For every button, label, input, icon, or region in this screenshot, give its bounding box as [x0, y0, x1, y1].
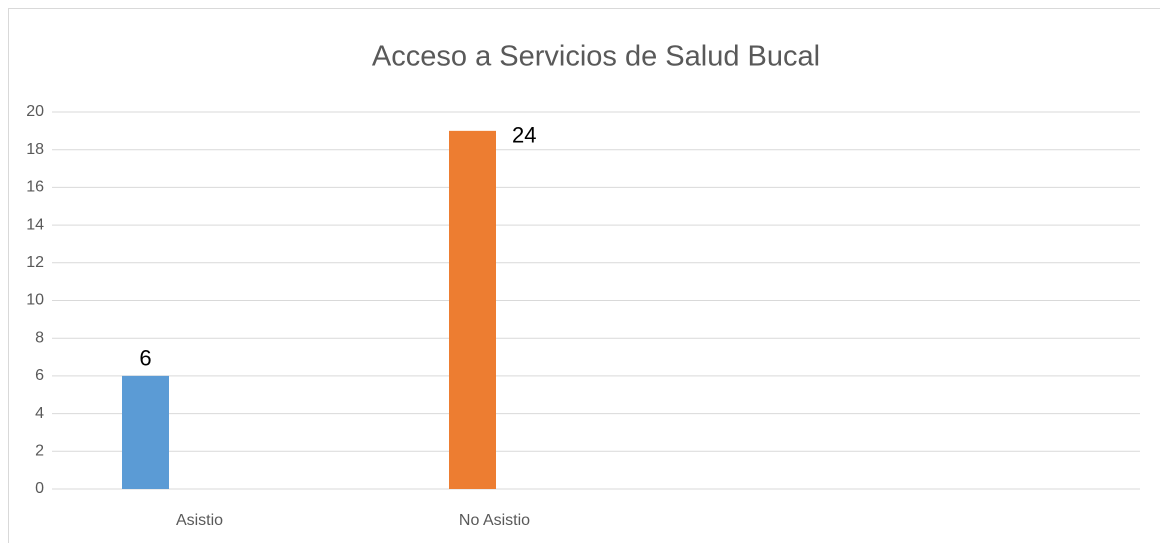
y-tick-label: 10: [26, 292, 44, 309]
y-tick-label: 12: [26, 254, 44, 271]
x-tick-label: Asistio: [176, 512, 223, 529]
y-tick-label: 18: [26, 141, 44, 158]
y-tick-label: 2: [35, 443, 44, 460]
y-tick-label: 14: [26, 216, 44, 233]
bar: [449, 130, 496, 489]
y-tick-label: 8: [35, 329, 44, 346]
x-tick-label: No Asistio: [459, 512, 530, 529]
y-tick-label: 0: [35, 480, 44, 497]
annotation: 24: [512, 123, 536, 148]
bar: [122, 375, 169, 489]
chart-title: Acceso a Servicios de Salud Bucal: [372, 41, 820, 73]
y-tick-label: 4: [35, 405, 44, 422]
y-tick-label: 20: [26, 103, 44, 120]
data-label: 6: [139, 346, 151, 371]
y-tick-label: 6: [35, 367, 44, 384]
chart-border: [8, 8, 1160, 543]
y-tick-label: 16: [26, 179, 44, 196]
